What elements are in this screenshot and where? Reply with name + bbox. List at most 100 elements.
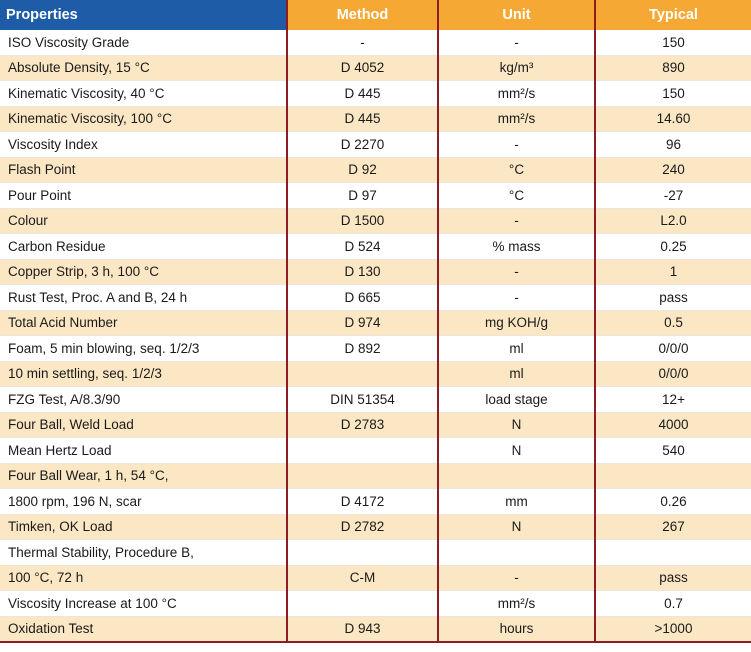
unit-cell: ml: [438, 335, 596, 362]
typical-cell: 267: [595, 514, 751, 540]
typical-cell: 150: [595, 80, 751, 107]
unit-cell: mm²/s: [438, 80, 596, 107]
typical-cell: 0/0/0: [595, 361, 751, 387]
unit-cell: N: [438, 437, 596, 464]
unit-cell: -: [438, 565, 596, 591]
method-cell: DIN 51354: [287, 386, 439, 413]
property-cell: Foam, 5 min blowing, seq. 1/2/3: [0, 335, 288, 362]
method-cell: D 130: [287, 259, 439, 285]
method-cell: D 943: [287, 616, 439, 643]
typical-cell: 1: [595, 259, 751, 285]
typical-cell: 540: [595, 437, 751, 464]
table-row: Four Ball, Weld Load D 2783 N 4000: [0, 412, 751, 438]
property-cell: Oxidation Test: [0, 616, 288, 643]
method-cell: D 892: [287, 335, 439, 362]
property-cell: Viscosity Index: [0, 131, 288, 158]
typical-cell: pass: [595, 284, 751, 311]
property-cell: Copper Strip, 3 h, 100 °C: [0, 259, 288, 285]
table-row: Carbon Residue D 524% mass 0.25: [0, 233, 751, 260]
table-row: Kinematic Viscosity, 40 °C D 445 mm²/s 150: [0, 80, 751, 107]
property-cell: Flash Point: [0, 157, 288, 183]
table-row: Total Acid Number D 974 mg KOH/g 0.5: [0, 310, 751, 336]
unit-cell: °C: [438, 157, 596, 183]
method-cell: [287, 539, 439, 566]
unit-cell: mm: [438, 488, 596, 515]
typical-cell: 4000: [595, 412, 751, 438]
unit-cell: -: [438, 131, 596, 158]
table-row: Viscosity Index D 2270-96: [0, 131, 751, 158]
method-cell: D 97: [287, 182, 439, 209]
method-cell: D 665: [287, 284, 439, 311]
typical-cell: 96: [595, 131, 751, 158]
unit-cell: load stage: [438, 386, 596, 413]
unit-cell: mm²/s: [438, 106, 596, 132]
unit-cell: [438, 463, 596, 489]
table-row: 100 °C, 72 h C-M - pass: [0, 565, 751, 591]
table-row: ISO Viscosity Grade - -150: [0, 30, 751, 56]
property-cell: 10 min settling, seq. 1/2/3: [0, 361, 288, 387]
method-cell: D 974: [287, 310, 439, 336]
unit-cell: °C: [438, 182, 596, 209]
property-cell: Viscosity Increase at 100 °C: [0, 590, 288, 617]
method-cell: [287, 463, 439, 489]
typical-cell: 12+: [595, 386, 751, 413]
property-cell: Four Ball Wear, 1 h, 54 °C,: [0, 463, 288, 489]
property-cell: Total Acid Number: [0, 310, 288, 336]
table-row: Viscosity Increase at 100 °C mm²/s 0.7: [0, 590, 751, 617]
method-cell: D 2782: [287, 514, 439, 540]
property-cell: Mean Hertz Load: [0, 437, 288, 464]
table-header: Properties Method Unit Typical: [0, 0, 751, 30]
table-row: Pour Point D 97 °C -27: [0, 182, 751, 209]
table-row: Mean Hertz Load N 540: [0, 437, 751, 464]
unit-cell: mm²/s: [438, 590, 596, 617]
table-row: Oxidation Test D 943 hours >1000: [0, 616, 751, 643]
unit-cell: -: [438, 259, 596, 285]
property-cell: Timken, OK Load: [0, 514, 288, 540]
method-cell: D 445: [287, 106, 439, 132]
property-cell: ISO Viscosity Grade: [0, 30, 288, 56]
typical-cell: 890: [595, 55, 751, 81]
method-cell: D 445: [287, 80, 439, 107]
header-unit: Unit: [438, 0, 596, 30]
table-row: 1800 rpm, 196 N, scar D 4172 mm 0.26: [0, 488, 751, 515]
header-row: Properties Method Unit Typical: [0, 0, 751, 30]
unit-cell: [438, 539, 596, 566]
method-cell: D 92: [287, 157, 439, 183]
typical-cell: [595, 539, 751, 566]
method-cell: D 2270: [287, 131, 439, 158]
method-cell: -: [287, 30, 439, 56]
property-cell: Pour Point: [0, 182, 288, 209]
table-row: Timken, OK Load D 2782 N 267: [0, 514, 751, 540]
typical-cell: [595, 463, 751, 489]
typical-cell: >1000: [595, 616, 751, 643]
table-row: Flash Point D 92 °C 240: [0, 157, 751, 183]
method-cell: C-M: [287, 565, 439, 591]
method-cell: D 1500: [287, 208, 439, 234]
table-row: Four Ball Wear, 1 h, 54 °C,: [0, 463, 751, 489]
header-method: Method: [287, 0, 439, 30]
typical-cell: 240: [595, 157, 751, 183]
table-row: Foam, 5 min blowing, seq. 1/2/3 D 892 ml 0/…: [0, 335, 751, 362]
header-properties: Properties: [0, 0, 288, 30]
unit-cell: N: [438, 412, 596, 438]
typical-cell: 0/0/0: [595, 335, 751, 362]
method-cell: [287, 590, 439, 617]
unit-cell: mg KOH/g: [438, 310, 596, 336]
unit-cell: -: [438, 208, 596, 234]
property-cell: Rust Test, Proc. A and B, 24 h: [0, 284, 288, 311]
property-cell: FZG Test, A/8.3/90: [0, 386, 288, 413]
property-cell: Colour: [0, 208, 288, 234]
typical-cell: 0.7: [595, 590, 751, 617]
property-cell: Thermal Stability, Procedure B,: [0, 539, 288, 566]
method-cell: D 4172: [287, 488, 439, 515]
typical-cell: 0.25: [595, 233, 751, 260]
unit-cell: N: [438, 514, 596, 540]
table-row: Copper Strip, 3 h, 100 °C D 130-1: [0, 259, 751, 285]
method-cell: D 2783: [287, 412, 439, 438]
table-row: Absolute Density, 15 °C D 4052 kg/m³ 890: [0, 55, 751, 81]
unit-cell: -: [438, 30, 596, 56]
typical-cell: 150: [595, 30, 751, 56]
typical-cell: -27: [595, 182, 751, 209]
table-row: Colour D 1500- L2.0: [0, 208, 751, 234]
